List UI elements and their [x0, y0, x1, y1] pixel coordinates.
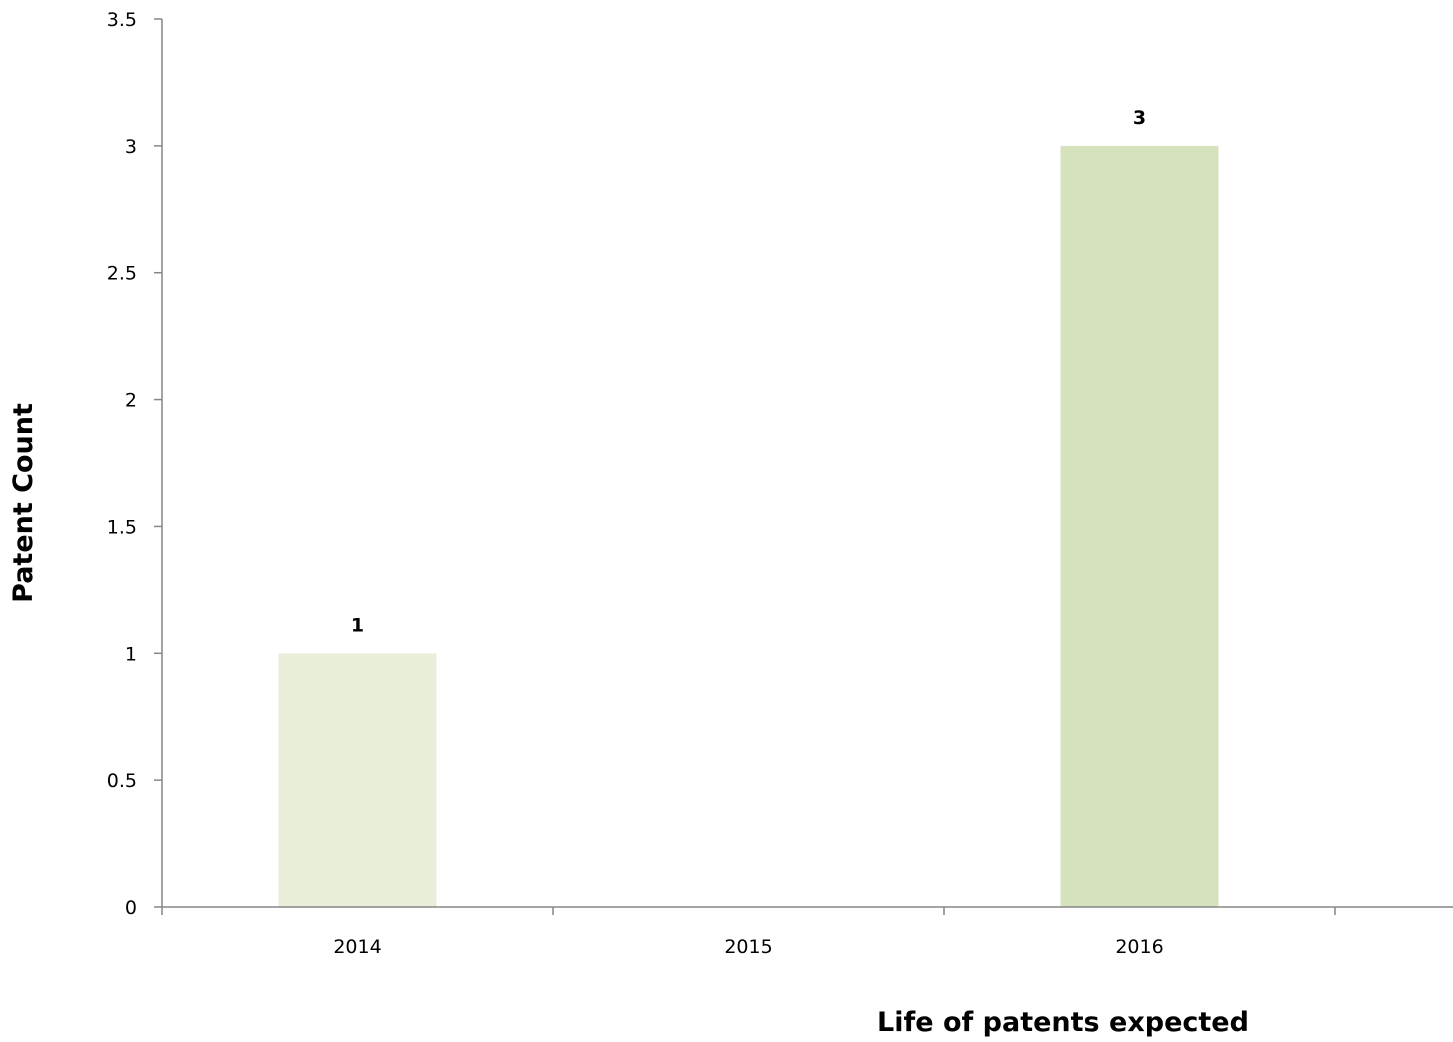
y-axis-ticks: 0 0.5 1 1.5 2 2.5 3 3.5	[107, 9, 162, 919]
y-tick-label: 3.5	[107, 9, 137, 31]
x-tick-label: 2014	[333, 936, 381, 958]
y-tick-label: 2.5	[107, 263, 137, 285]
data-labels: 13	[351, 107, 1146, 636]
y-tick-label: 1	[125, 643, 137, 665]
data-label-2016: 3	[1133, 107, 1146, 129]
y-tick-label: 3	[125, 136, 137, 158]
bars	[278, 145, 1219, 907]
x-axis-title: Life of patents expected	[877, 1007, 1249, 1038]
data-label-2014: 1	[351, 614, 364, 636]
y-tick-label: 1.5	[107, 516, 137, 538]
x-tick-label: 2015	[724, 936, 772, 958]
y-tick-label: 0	[125, 897, 137, 919]
x-axis-ticks: 2014 2015 2016	[161, 907, 1336, 958]
bar-2016	[1060, 145, 1219, 907]
y-axis-title: Patent Count	[8, 403, 39, 603]
y-tick-label: 0.5	[107, 770, 137, 792]
bar-2014	[278, 653, 437, 907]
x-tick-label: 2016	[1115, 936, 1163, 958]
y-tick-label: 2	[125, 390, 137, 412]
